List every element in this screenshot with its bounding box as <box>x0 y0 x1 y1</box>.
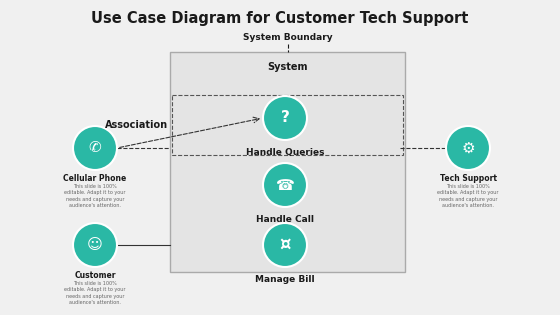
Text: Customer: Customer <box>74 271 116 280</box>
Circle shape <box>263 96 307 140</box>
Text: ⚙: ⚙ <box>461 140 475 156</box>
Text: Handle Queries: Handle Queries <box>246 148 324 157</box>
Circle shape <box>263 163 307 207</box>
Text: Tech Support: Tech Support <box>440 174 497 183</box>
Text: Association: Association <box>105 120 168 130</box>
Text: ?: ? <box>281 111 290 125</box>
Text: ☺: ☺ <box>87 238 103 253</box>
Text: This slide is 100%
editable. Adapt it to your
needs and capture your
audience's : This slide is 100% editable. Adapt it to… <box>64 184 126 208</box>
Text: ✆: ✆ <box>88 140 101 156</box>
Text: System: System <box>267 62 308 72</box>
Circle shape <box>263 223 307 267</box>
Circle shape <box>73 126 117 170</box>
Text: ☎: ☎ <box>276 177 295 192</box>
Text: ¤: ¤ <box>279 236 291 254</box>
Text: Manage Bill: Manage Bill <box>255 275 315 284</box>
Circle shape <box>446 126 490 170</box>
Circle shape <box>73 223 117 267</box>
Text: System Boundary: System Boundary <box>242 33 332 43</box>
Text: Handle Call: Handle Call <box>256 215 314 224</box>
Text: Cellular Phone: Cellular Phone <box>63 174 127 183</box>
Text: This slide is 100%
editable. Adapt it to your
needs and capture your
audience's : This slide is 100% editable. Adapt it to… <box>437 184 499 208</box>
Text: Use Case Diagram for Customer Tech Support: Use Case Diagram for Customer Tech Suppo… <box>91 10 469 26</box>
Bar <box>172 95 403 155</box>
Text: This slide is 100%
editable. Adapt it to your
needs and capture your
audience's : This slide is 100% editable. Adapt it to… <box>64 281 126 305</box>
Bar <box>170 52 405 272</box>
